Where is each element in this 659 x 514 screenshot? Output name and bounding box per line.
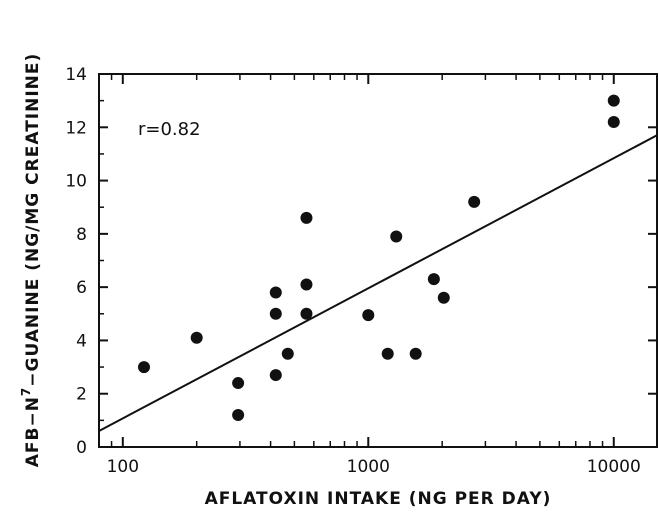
data-point (381, 347, 394, 360)
data-point (300, 211, 313, 224)
y-axis-title-suffix: −GUANINE (NG/MG CREATININE) (23, 53, 43, 387)
data-point (409, 347, 422, 360)
data-point (427, 273, 440, 286)
data-points (137, 94, 620, 422)
y-tick-label: 12 (65, 118, 87, 138)
data-point (607, 94, 620, 107)
x-tick-label: 10000 (587, 457, 641, 477)
y-axis-title-prefix: AFB−N (23, 396, 43, 467)
y-axis: 0 2 4 6 8 10 12 14 (65, 65, 657, 458)
data-point (468, 195, 481, 208)
y-tick-label: 14 (65, 65, 87, 85)
data-point (437, 291, 450, 304)
data-point (269, 286, 282, 299)
regression-line (98, 134, 658, 432)
data-point (190, 331, 203, 344)
y-tick-label: 6 (76, 278, 87, 298)
y-axis-title-superscript: 7 (19, 387, 33, 396)
y-tick-label: 2 (76, 385, 87, 405)
x-axis: 100 1000 10000 (98, 74, 641, 477)
data-point (137, 361, 150, 374)
data-point (269, 369, 282, 382)
data-point (281, 347, 294, 360)
data-point (232, 409, 245, 422)
data-point (362, 309, 375, 322)
y-axis-title: AFB−N7−GUANINE (NG/MG CREATININE) (19, 53, 43, 468)
y-tick-label: 0 (76, 438, 87, 458)
y-tick-label: 10 (65, 172, 87, 192)
data-point (269, 307, 282, 320)
x-tick-label: 1000 (347, 457, 390, 477)
y-tick-label: 4 (76, 331, 87, 351)
correlation-annotation: r=0.82 (138, 119, 201, 140)
data-point (607, 115, 620, 128)
data-point (300, 278, 313, 291)
y-tick-label: 8 (76, 225, 87, 245)
x-tick-label: 100 (107, 457, 139, 477)
data-point (300, 307, 313, 320)
x-axis-title: AFLATOXIN INTAKE (NG PER DAY) (205, 489, 552, 509)
data-point (232, 377, 245, 390)
data-point (390, 230, 403, 243)
